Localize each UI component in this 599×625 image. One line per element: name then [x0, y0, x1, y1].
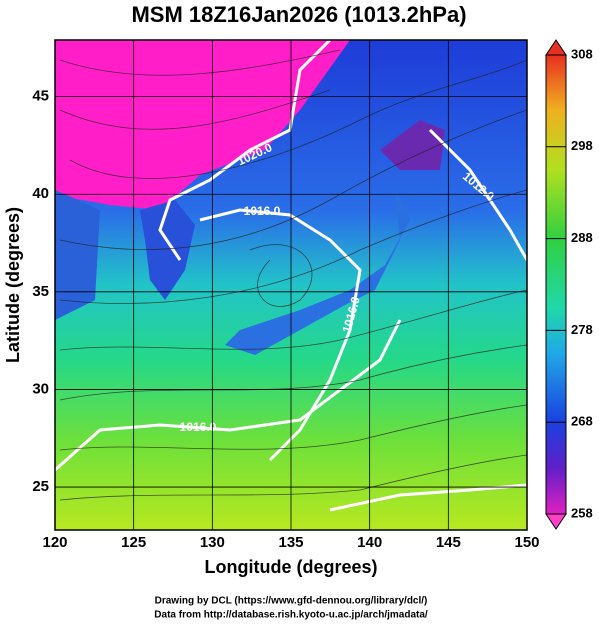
colorbar-tick-label: 298	[571, 138, 593, 153]
y-tick-label: 40	[32, 185, 49, 202]
y-tick-label: 35	[32, 283, 49, 300]
x-tick-label: 120	[42, 534, 67, 551]
colorbar-tick-label: 258	[571, 505, 593, 520]
colorbar-tick-label: 288	[571, 230, 593, 245]
x-tick-label: 130	[200, 534, 225, 551]
contour-line	[428, 128, 527, 261]
credit: Data from http://database.rish.kyoto-u.a…	[154, 610, 428, 621]
colorbar-under	[545, 513, 567, 530]
y-axis-label: Latitude (degrees)	[3, 207, 23, 363]
colorbar	[545, 54, 567, 515]
china-coast	[55, 190, 100, 320]
contour-line	[158, 40, 332, 261]
colorbar-tick-label: 268	[571, 414, 593, 429]
contour-line	[329, 483, 527, 512]
colorbar-tick-label: 278	[571, 322, 593, 337]
streamlines	[59, 49, 527, 501]
colorbar-over	[545, 39, 567, 56]
contour-line	[55, 319, 402, 472]
honshu	[225, 190, 410, 355]
y-tick-label: 30	[32, 380, 49, 397]
korea	[140, 200, 195, 300]
x-tick-label: 150	[514, 534, 539, 551]
title: MSM 18Z16Jan2026 (1013.2hPa)	[131, 2, 466, 27]
contour-label: 1016.0	[180, 420, 217, 434]
x-tick-label: 135	[278, 534, 303, 551]
hokkaido	[380, 120, 445, 170]
y-tick-label: 45	[32, 88, 49, 105]
contour-label: 1016.0	[244, 204, 281, 218]
colorbar-tick-label: 308	[571, 46, 593, 61]
x-tick-label: 140	[357, 534, 382, 551]
credit: Drawing by DCL (https://www.gfd-dennou.o…	[155, 596, 428, 607]
x-axis-label: Longitude (degrees)	[204, 557, 377, 577]
x-tick-label: 145	[436, 534, 461, 551]
x-tick-label: 125	[121, 534, 146, 551]
y-tick-label: 25	[32, 478, 49, 495]
